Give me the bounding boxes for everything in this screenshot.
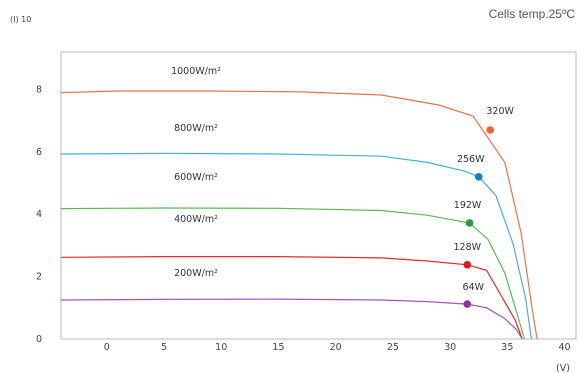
max-power-point: [463, 300, 472, 308]
curves: [60, 90, 538, 340]
power-label: 192W: [454, 200, 482, 211]
y-axis-top-label: (I) 10: [10, 15, 31, 24]
irradiance-label: 200W/m²: [174, 268, 218, 279]
y-tick-label: 0: [36, 334, 42, 345]
y-tick-label: 6: [36, 147, 42, 158]
series-line: [60, 207, 526, 340]
power-label: 256W: [457, 154, 485, 165]
power-label: 64W: [463, 282, 485, 293]
max-power-point: [463, 260, 472, 269]
series-line: [60, 298, 523, 340]
x-tick-label: 10: [215, 342, 227, 353]
y-tick-label: 4: [36, 209, 42, 220]
series-line: [60, 90, 538, 340]
plot-frame: [60, 51, 577, 340]
x-tick-label: 20: [330, 342, 342, 353]
x-axis-ticks: 0 5 10 15 20 25 30 35 40: [104, 342, 571, 353]
y-axis-ticks: 8 6 4 2 0: [36, 84, 42, 345]
power-label: 320W: [486, 106, 514, 117]
power-label: 128W: [454, 242, 482, 253]
curve-labels: 1000W/m² 320W 800W/m² 256W 600W/m² 192W 400W/m…: [171, 66, 514, 293]
irradiance-label: 800W/m²: [174, 123, 218, 134]
x-tick-label: 30: [444, 342, 456, 353]
max-power-point: [486, 126, 494, 134]
series-line: [60, 256, 523, 340]
x-tick-label: 25: [387, 342, 399, 353]
x-tick-label: 5: [161, 342, 167, 353]
y-tick-label: 2: [36, 272, 42, 283]
series-line: [60, 152, 532, 340]
irradiance-label: 600W/m²: [174, 172, 218, 183]
y-tick-label: 8: [36, 84, 42, 95]
x-tick-label: 40: [559, 342, 571, 353]
x-tick-label: 0: [104, 342, 110, 353]
x-axis-unit: (V): [556, 363, 570, 373]
irradiance-label: 1000W/m²: [171, 66, 221, 77]
irradiance-label: 400W/m²: [174, 214, 218, 225]
max-power-point: [474, 172, 483, 181]
max-power-point: [465, 219, 474, 227]
chart-annotation: Cells temp.25ºC: [489, 7, 576, 21]
x-tick-label: 15: [272, 342, 284, 353]
x-tick-label: 35: [501, 342, 513, 353]
